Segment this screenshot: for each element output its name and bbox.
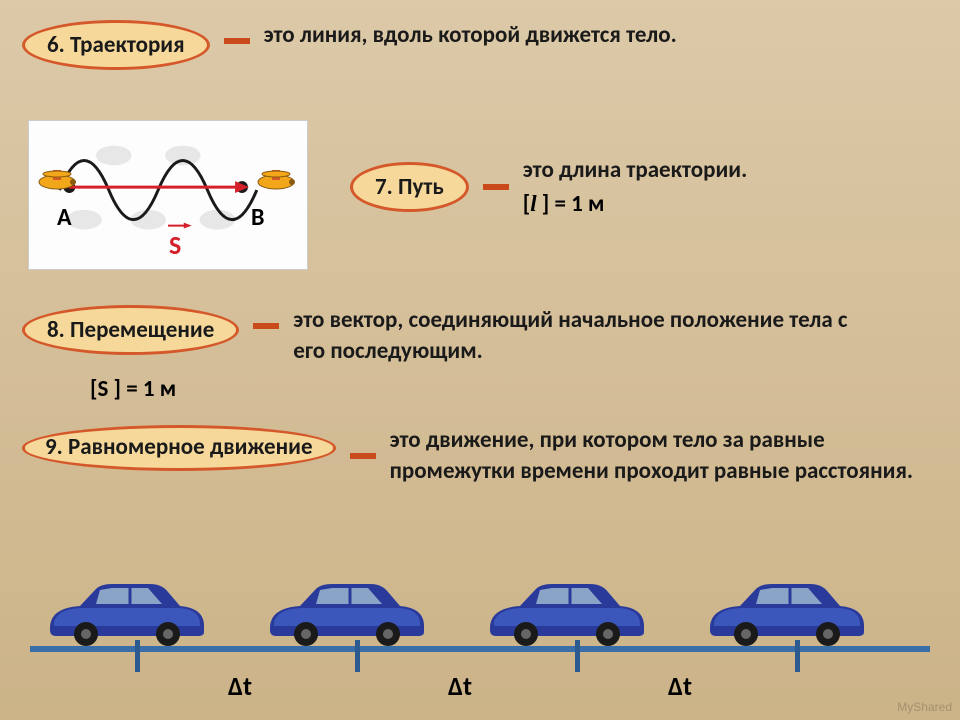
plane-a-icon [35,166,79,194]
term-8-bubble: 8. Перемещение [22,305,239,355]
point-a-label: А [57,203,72,232]
def-8: это вектор, соединяющий начальное положе… [293,305,853,367]
point-b-label: В [251,203,264,232]
dash-7 [483,184,509,190]
trajectory-diagram: А В S [28,120,308,270]
def-6: это линия, вдоль которой движется тело. [264,20,677,51]
dash-8 [253,323,279,329]
car-2-icon [260,578,430,648]
tick-4 [795,640,800,672]
term-7-bubble: 7. Путь [350,162,469,212]
dt-label-1: Δt [228,670,252,702]
tick-3 [575,640,580,672]
plane-b-icon [254,166,298,194]
car-4-icon [700,578,870,648]
term-6-bubble: 6. Траектория [22,20,210,70]
car-1-icon [40,578,210,648]
def-7: это длина траектории. [523,155,748,186]
dash-9 [350,453,376,459]
def-9: это движение, при котором тело за равные… [390,425,950,487]
tick-1 [135,640,140,672]
formula-7: [l ] = 1 м [523,190,748,218]
tick-2 [355,640,360,672]
vector-s-label: S [169,229,181,261]
dt-label-2: Δt [448,670,472,702]
dt-label-3: Δt [668,670,692,702]
watermark: MyShared [897,700,952,714]
car-3-icon [480,578,650,648]
formula-8: [S ] = 1 м [90,375,176,403]
dash-6 [224,38,250,44]
term-9-bubble: 9. Равномерное движение [22,425,336,471]
